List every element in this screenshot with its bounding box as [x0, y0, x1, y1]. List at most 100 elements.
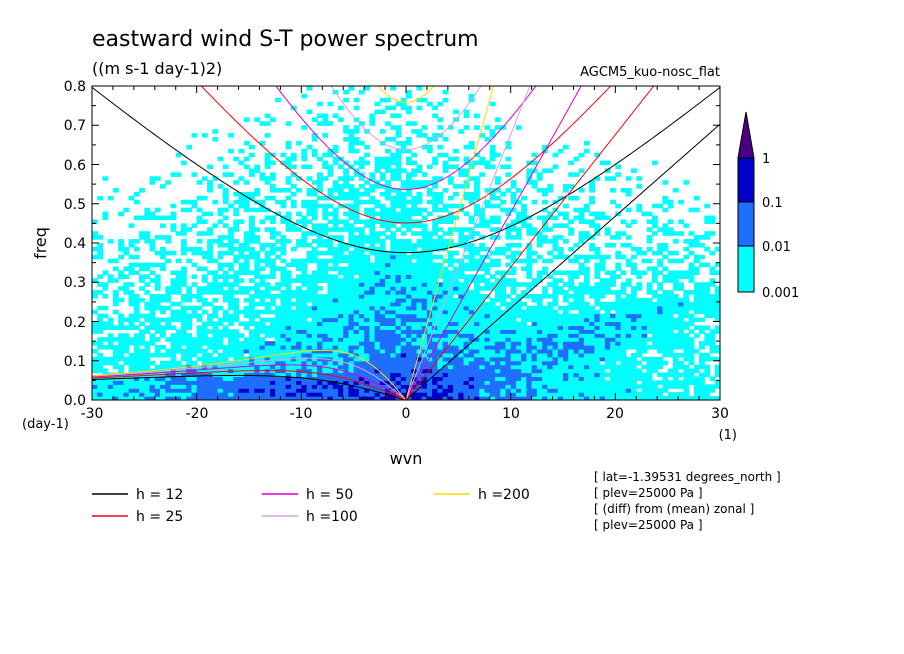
- contour-cell: [322, 321, 329, 327]
- contour-cell: [249, 305, 255, 311]
- contour-cell: [201, 231, 208, 236]
- contour-cell: [411, 195, 418, 201]
- contour-cell: [385, 356, 391, 362]
- contour-cell: [395, 356, 402, 362]
- contour-cell: [510, 364, 517, 370]
- contour-cell: [411, 313, 418, 319]
- contour-cell: [332, 337, 339, 342]
- contour-cell: [636, 246, 643, 252]
- contour-cell: [693, 195, 700, 201]
- contour-cell: [578, 211, 585, 217]
- contour-cell: [369, 364, 376, 370]
- contour-cell: [369, 290, 376, 295]
- contour-cell: [102, 388, 109, 393]
- contour-cell: [510, 250, 517, 256]
- contour-cell: [374, 250, 381, 256]
- contour-cell: [191, 172, 198, 177]
- contour-cell: [259, 317, 266, 323]
- contour-cell: [264, 352, 271, 358]
- contour-cell: [123, 207, 130, 213]
- contour-cell: [510, 321, 517, 327]
- contour-cell: [463, 368, 470, 374]
- contour-cell: [531, 313, 538, 319]
- contour-cell: [264, 258, 271, 264]
- contour-cell: [657, 305, 664, 311]
- contour-cell: [563, 313, 569, 319]
- contour-cell: [651, 305, 658, 311]
- contour-cell: [594, 301, 601, 307]
- contour-cell: [416, 313, 423, 319]
- contour-cell: [217, 254, 224, 260]
- contour-cell: [290, 164, 297, 170]
- contour-cell: [662, 348, 669, 354]
- contour-cell: [233, 388, 240, 393]
- contour-cell: [411, 184, 418, 189]
- contour-cell: [317, 262, 323, 268]
- contour-cell: [264, 156, 271, 162]
- contour-cell: [500, 164, 507, 170]
- contour-cell: [139, 356, 145, 362]
- contour-cell: [583, 282, 590, 287]
- contour-cell: [243, 258, 250, 264]
- contour-cell: [536, 254, 543, 260]
- contour-cell: [667, 227, 674, 232]
- contour-cell: [578, 376, 585, 381]
- contour-cell: [400, 105, 407, 111]
- contour-cell: [217, 396, 224, 400]
- contour-cell: [102, 325, 109, 330]
- contour-cell: [228, 384, 234, 389]
- contour-cell: [296, 258, 302, 264]
- contour-cell: [453, 109, 459, 115]
- contour-cell: [400, 266, 407, 272]
- contour-cell: [358, 286, 365, 291]
- contour-cell: [217, 368, 224, 374]
- contour-cell: [353, 262, 360, 268]
- contour-cell: [657, 360, 664, 366]
- contour-cell: [280, 297, 287, 303]
- contour-cell: [160, 223, 166, 228]
- contour-cell: [385, 333, 391, 338]
- contour-cell: [494, 313, 501, 319]
- contour-cell: [322, 164, 329, 170]
- contour-cell: [102, 294, 109, 299]
- contour-cell: [254, 188, 261, 193]
- contour-cell: [327, 301, 334, 307]
- contour-cell: [552, 376, 559, 381]
- contour-cell: [468, 278, 475, 283]
- contour-cell: [610, 356, 616, 362]
- contour-cell: [186, 333, 193, 338]
- contour-cell: [526, 223, 533, 228]
- contour-cell: [536, 274, 543, 279]
- contour-cell: [526, 376, 533, 381]
- contour-cell: [442, 333, 449, 338]
- contour-cell: [379, 392, 386, 397]
- contour-cell: [348, 270, 355, 275]
- contour-cell: [625, 380, 632, 385]
- contour-cell: [243, 266, 250, 272]
- contour-cell: [426, 317, 433, 323]
- contour-cell: [400, 199, 407, 205]
- contour-cell: [285, 290, 292, 295]
- contour-cell: [175, 301, 182, 307]
- contour-cell: [505, 337, 512, 342]
- contour-cell: [505, 278, 512, 283]
- contour-cell: [704, 337, 711, 342]
- contour-cell: [515, 360, 522, 366]
- contour-cell: [500, 317, 507, 323]
- contour-cell: [526, 274, 533, 279]
- contour-cell: [494, 392, 501, 397]
- contour-cell: [395, 239, 402, 244]
- contour-cell: [662, 305, 669, 311]
- contour-cell: [583, 254, 590, 260]
- contour-cell: [494, 356, 501, 362]
- contour-cell: [667, 372, 674, 378]
- contour-cell: [379, 294, 386, 299]
- contour-cell: [217, 356, 224, 362]
- contour-cell: [714, 329, 720, 334]
- contour-cell: [625, 243, 632, 248]
- contour-cell: [332, 235, 339, 240]
- contour-cell: [463, 282, 470, 287]
- contour-cell: [474, 191, 480, 197]
- contour-cell: [139, 341, 145, 346]
- contour-cell: [494, 352, 501, 358]
